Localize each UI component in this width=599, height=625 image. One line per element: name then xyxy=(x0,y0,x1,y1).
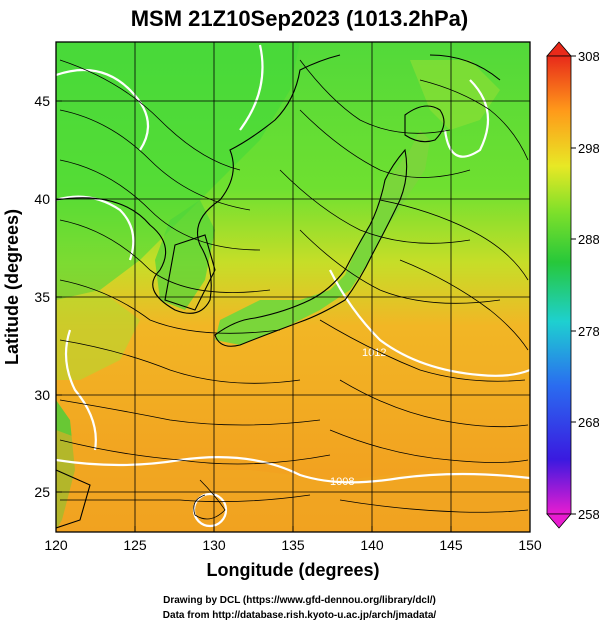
x-tick-120: 120 xyxy=(44,537,68,553)
y-tick-30: 30 xyxy=(34,387,50,403)
colorbar-bottom-arrow xyxy=(546,513,572,529)
y-axis-ticks xyxy=(56,100,62,493)
y-axis-tick-labels: 25 30 35 40 45 xyxy=(34,93,50,500)
wind-streamlines xyxy=(59,59,529,520)
y-tick-35: 35 xyxy=(34,289,50,305)
y-axis-label: Latitude (degrees) xyxy=(2,209,22,365)
y-tick-25: 25 xyxy=(34,484,50,500)
x-tick-140: 140 xyxy=(360,537,384,553)
colorbar-label-308: 308 xyxy=(578,49,599,64)
credit-drawing: Drawing by DCL (https://www.gfd-dennou.o… xyxy=(163,595,436,606)
contour-label-1012: 1012 xyxy=(362,347,386,359)
x-axis-label: Longitude (degrees) xyxy=(206,560,379,580)
x-axis-tick-labels: 120 125 130 135 140 145 150 xyxy=(44,537,542,553)
x-tick-135: 135 xyxy=(281,537,305,553)
map-title: MSM 21Z10Sep2023 (1013.2hPa) xyxy=(130,6,469,31)
colorbar-label-278: 278 xyxy=(578,324,599,339)
colorbar-top-arrow xyxy=(546,41,572,57)
colorbar: 308 298 288 278 268 258 xyxy=(546,41,599,529)
colorbar-label-298: 298 xyxy=(578,141,599,156)
y-tick-45: 45 xyxy=(34,93,50,109)
credits: Drawing by DCL (https://www.gfd-dennou.o… xyxy=(0,593,599,623)
x-axis-ticks xyxy=(55,526,531,532)
colorbar-label-268: 268 xyxy=(578,415,599,430)
credit-data: Data from http://database.rish.kyoto-u.a… xyxy=(162,610,437,621)
y-tick-40: 40 xyxy=(34,191,50,207)
grid-lines xyxy=(56,42,530,532)
coastlines xyxy=(56,54,501,529)
x-tick-150: 150 xyxy=(518,537,542,553)
x-tick-130: 130 xyxy=(202,537,226,553)
colorbar-gradient xyxy=(546,55,572,515)
colorbar-label-258: 258 xyxy=(578,507,599,522)
x-tick-125: 125 xyxy=(123,537,147,553)
x-tick-145: 145 xyxy=(439,537,463,553)
colorbar-label-288: 288 xyxy=(578,232,599,247)
contour-label-1008: 1008 xyxy=(330,476,354,488)
